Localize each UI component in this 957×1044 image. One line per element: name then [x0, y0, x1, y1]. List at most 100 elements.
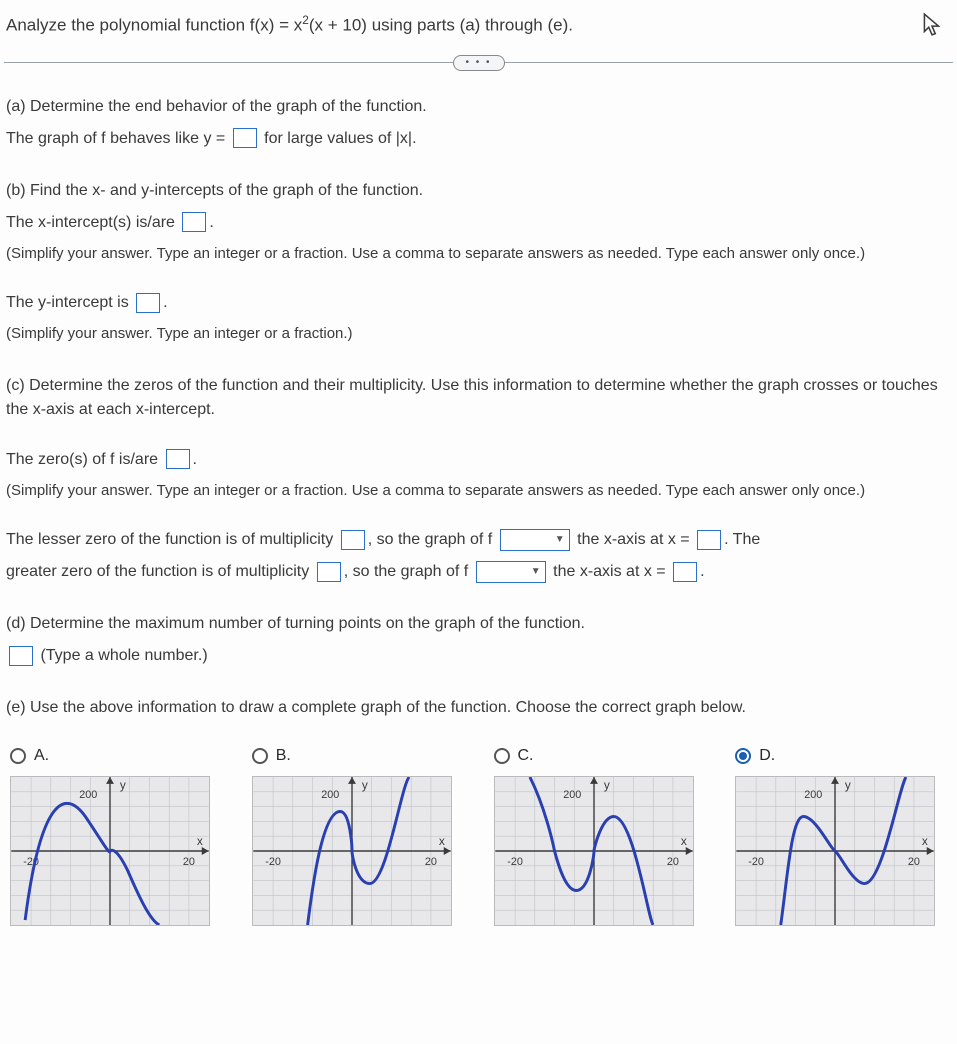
svg-text:20: 20 — [908, 856, 920, 868]
question-prompt: Analyze the polynomial function f(x) = x… — [6, 12, 573, 38]
svg-text:200: 200 — [804, 789, 822, 801]
zeros-prefix: The zero(s) of f is/are — [6, 451, 163, 468]
graph-d: -20 20 200 y x — [735, 776, 935, 926]
choice-a[interactable]: A. -2020200yx — [10, 744, 222, 926]
choice-b[interactable]: B. -20 20 200 y x — [252, 744, 464, 926]
choice-c-label-row: C. — [494, 744, 706, 768]
svg-text:200: 200 — [79, 789, 97, 801]
svg-text:20: 20 — [183, 856, 195, 868]
zeros-line: The zero(s) of f is/are . — [6, 448, 947, 472]
part-a-prefix: The graph of f behaves like y = — [6, 130, 230, 147]
graph-b: -20 20 200 y x — [252, 776, 452, 926]
mult2c: the x-axis at x = — [553, 563, 670, 580]
svg-text:y: y — [603, 778, 609, 792]
lesser-mult-input[interactable] — [341, 530, 365, 550]
part-a-label: (a) Determine the end behavior of the gr… — [6, 95, 947, 119]
multiplicity-line2: greater zero of the function is of multi… — [6, 560, 947, 584]
radio-d[interactable] — [735, 748, 751, 764]
svg-text:-20: -20 — [265, 856, 281, 868]
svg-text:y: y — [120, 778, 126, 792]
lesser-behavior-dropdown[interactable]: ▼ — [500, 529, 570, 551]
part-b: (b) Find the x- and y-intercepts of the … — [4, 165, 953, 360]
part-a-suffix: for large values of |x|. — [264, 130, 416, 147]
svg-text:x: x — [439, 834, 445, 848]
svg-text:x: x — [922, 834, 928, 848]
svg-text:20: 20 — [425, 856, 437, 868]
choice-b-label: B. — [276, 744, 291, 768]
part-e-label: (e) Use the above information to draw a … — [6, 696, 947, 720]
radio-b[interactable] — [252, 748, 268, 764]
prompt-exponent: 2 — [302, 13, 309, 27]
end-behavior-input[interactable] — [233, 128, 257, 148]
svg-text:200: 200 — [563, 789, 581, 801]
svg-text:200: 200 — [321, 789, 339, 801]
svg-text:y: y — [362, 778, 368, 792]
page-container: Analyze the polynomial function f(x) = x… — [0, 0, 957, 1044]
mult1b: , so the graph of f — [368, 531, 497, 548]
yint-prefix: The y-intercept is — [6, 294, 133, 311]
greater-x-input[interactable] — [673, 562, 697, 582]
graph-c: -20 20 200 y x — [494, 776, 694, 926]
y-intercept-input[interactable] — [136, 293, 160, 313]
y-intercept-line: The y-intercept is . — [6, 291, 947, 315]
choice-a-label: A. — [34, 744, 49, 768]
choice-d-label-row: D. — [735, 744, 947, 768]
xint-prefix: The x-intercept(s) is/are — [6, 214, 179, 231]
zeros-suffix: . — [193, 451, 197, 468]
prompt-suffix: (x + 10) using parts (a) through (e). — [309, 16, 573, 35]
pill-dots: • • • — [465, 55, 491, 70]
chevron-down-icon: ▼ — [555, 532, 565, 547]
svg-text:x: x — [197, 834, 203, 848]
multiplicity-line1: The lesser zero of the function is of mu… — [6, 528, 947, 552]
mult1d: . The — [724, 531, 760, 548]
svg-text:y: y — [845, 778, 851, 792]
part-c: (c) Determine the zeros of the function … — [4, 360, 953, 599]
part-a: (a) Determine the end behavior of the gr… — [4, 81, 953, 165]
radio-c[interactable] — [494, 748, 510, 764]
part-d-hint: (Type a whole number.) — [40, 647, 207, 664]
x-intercept-line: The x-intercept(s) is/are . — [6, 211, 947, 235]
chevron-down-icon: ▼ — [531, 564, 541, 579]
header-row: Analyze the polynomial function f(x) = x… — [4, 8, 953, 56]
x-intercept-input[interactable] — [182, 212, 206, 232]
graph-a-svg: -2020200yx — [11, 777, 209, 925]
graph-a: -2020200yx — [10, 776, 210, 926]
greater-behavior-dropdown[interactable]: ▼ — [476, 561, 546, 583]
part-b-label: (b) Find the x- and y-intercepts of the … — [6, 179, 947, 203]
graph-c-svg: -20 20 200 y x — [495, 777, 693, 925]
mult2a: greater zero of the function is of multi… — [6, 563, 314, 580]
choice-a-label-row: A. — [10, 744, 222, 768]
xint-suffix: . — [209, 214, 213, 231]
zeros-hint: (Simplify your answer. Type an integer o… — [6, 480, 947, 503]
svg-text:-20: -20 — [748, 856, 764, 868]
mult1c: the x-axis at x = — [577, 531, 694, 548]
svg-text:20: 20 — [666, 856, 678, 868]
part-e: (e) Use the above information to draw a … — [4, 682, 953, 734]
turning-points-input[interactable] — [9, 646, 33, 666]
part-d-input-line: (Type a whole number.) — [6, 644, 947, 668]
choice-c-label: C. — [518, 744, 534, 768]
cursor-icon — [921, 12, 943, 46]
svg-text:-20: -20 — [507, 856, 523, 868]
radio-a[interactable] — [10, 748, 26, 764]
choice-d-label: D. — [759, 744, 775, 768]
svg-text:x: x — [680, 834, 686, 848]
xint-hint: (Simplify your answer. Type an integer o… — [6, 243, 947, 266]
prompt-prefix: Analyze the polynomial function f(x) = x — [6, 16, 302, 35]
yint-hint: (Simplify your answer. Type an integer o… — [6, 323, 947, 346]
choice-d[interactable]: D. -20 20 200 y x — [735, 744, 947, 926]
zeros-input[interactable] — [166, 449, 190, 469]
mult2b: , so the graph of f — [344, 563, 473, 580]
choice-row: A. -20 20 200 y x B. -20 20 200 y x C. -20 20 200 y… — [4, 734, 953, 936]
yint-suffix: . — [163, 294, 167, 311]
collapse-pill[interactable]: • • • — [453, 55, 505, 71]
choice-c[interactable]: C. -20 20 200 y x — [494, 744, 706, 926]
graph-d-svg: -20 20 200 y x — [736, 777, 934, 925]
mult1a: The lesser zero of the function is of mu… — [6, 531, 338, 548]
choice-b-label-row: B. — [252, 744, 464, 768]
greater-mult-input[interactable] — [317, 562, 341, 582]
mult2d: . — [700, 563, 704, 580]
lesser-x-input[interactable] — [697, 530, 721, 550]
graph-b-svg: -20 20 200 y x — [253, 777, 451, 925]
part-a-line1: The graph of f behaves like y = for larg… — [6, 127, 947, 151]
